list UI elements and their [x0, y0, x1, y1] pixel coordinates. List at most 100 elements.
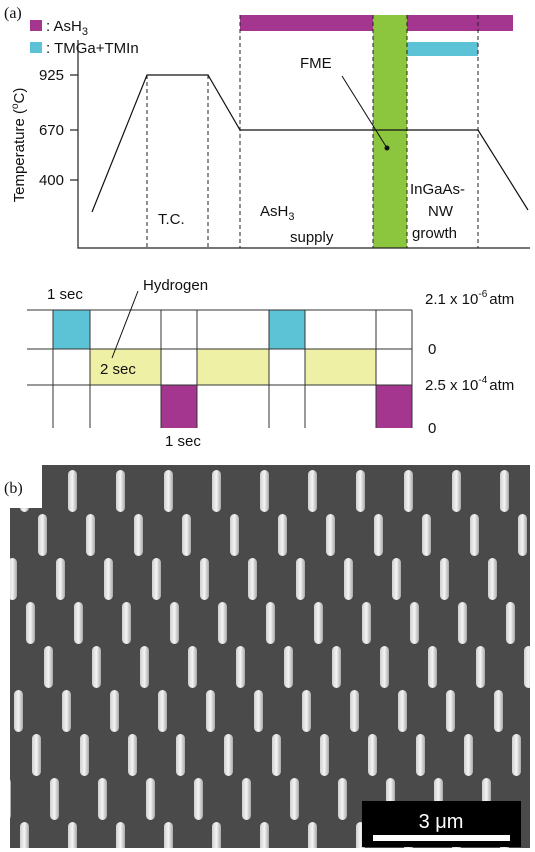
nanowire	[140, 646, 149, 688]
nanowire	[296, 558, 305, 600]
region-label: growth	[412, 225, 457, 242]
nanowire	[254, 690, 263, 732]
nanowire	[410, 602, 419, 644]
nanowire	[116, 822, 125, 852]
nanowire	[470, 514, 479, 556]
nanowire	[116, 470, 125, 512]
nanowire	[314, 602, 323, 644]
nanowire	[440, 558, 449, 600]
nanowire	[0, 646, 5, 688]
nanowire	[74, 602, 83, 644]
nanowire	[338, 778, 347, 820]
fme-bar	[373, 15, 407, 248]
nanowire	[80, 734, 89, 776]
nanowire	[50, 778, 59, 820]
fme-label: FME	[300, 55, 332, 72]
region-label: NW	[428, 203, 454, 220]
nanowire	[38, 514, 47, 556]
y-tick-label: 400	[39, 172, 64, 189]
region-label: supply	[290, 229, 334, 246]
scale-bar	[373, 835, 510, 841]
nanowire	[524, 646, 533, 688]
region-label: T.C.	[158, 211, 185, 228]
nanowire	[98, 778, 107, 820]
nanowire	[194, 778, 203, 820]
nanowire	[248, 558, 257, 600]
nanowire	[308, 822, 317, 852]
y-axis-label: Temperature (oC)	[10, 88, 28, 203]
nanowire	[260, 470, 269, 512]
nanowire	[56, 558, 65, 600]
nanowire	[344, 558, 353, 600]
region-label: InGaAs-	[410, 181, 465, 198]
nanowire	[128, 734, 137, 776]
tmga-pulse	[53, 310, 90, 349]
nanowire	[272, 734, 281, 776]
nanowire	[32, 734, 41, 776]
nanowire	[452, 470, 461, 512]
nanowire	[260, 822, 269, 852]
nanowire	[8, 558, 17, 600]
nanowire	[164, 470, 173, 512]
nanowire	[122, 602, 131, 644]
duration-label: 1 sec	[47, 286, 83, 303]
nanowire	[266, 602, 275, 644]
nanowire	[368, 734, 377, 776]
nanowire	[134, 514, 143, 556]
legend-text: : AsH3	[46, 18, 88, 38]
nanowire	[326, 514, 335, 556]
level-label: 0	[428, 420, 436, 437]
nanowire	[530, 778, 535, 820]
nanowire	[356, 470, 365, 512]
nanowire	[2, 778, 11, 820]
y-tick-label: 670	[39, 122, 64, 139]
legend-swatch	[30, 42, 42, 53]
nanowire	[206, 690, 215, 732]
tmga-bar	[407, 42, 478, 56]
nanowire	[350, 690, 359, 732]
y-tick-label: 925	[39, 67, 64, 84]
nanowire	[170, 602, 179, 644]
panel-label: (a)	[4, 5, 22, 22]
nanowire	[518, 514, 527, 556]
nanowire	[62, 690, 71, 732]
nanowire	[44, 646, 53, 688]
nanowire	[26, 602, 35, 644]
nanowire	[500, 470, 509, 512]
nanowire	[422, 514, 431, 556]
duration-label: 1 sec	[165, 433, 201, 450]
nanowire	[308, 470, 317, 512]
region-label: AsH3	[260, 203, 294, 223]
nanowire	[494, 690, 503, 732]
legend-text: : TMGa+TMIn	[46, 40, 139, 57]
nanowire	[320, 734, 329, 776]
nanowire	[20, 822, 29, 852]
nanowire	[290, 778, 299, 820]
hydrogen-pulse	[305, 349, 376, 385]
nanowire	[278, 514, 287, 556]
tmga-pulse	[269, 310, 305, 349]
nanowire	[200, 558, 209, 600]
nanowire	[224, 734, 233, 776]
nanowire	[380, 646, 389, 688]
nanowire	[68, 470, 77, 512]
figure: (a) : AsH3 : TMGa+TMIn 925 670 400 Tempe…	[0, 0, 535, 852]
nanowire	[506, 602, 515, 644]
nanowire	[14, 690, 23, 732]
level-label: 0	[428, 341, 436, 358]
nanowire	[236, 646, 245, 688]
nanowire	[212, 470, 221, 512]
nanowire	[512, 734, 521, 776]
nanowire	[110, 690, 119, 732]
nanowire	[68, 822, 77, 852]
legend-swatch	[30, 20, 42, 31]
nanowire	[86, 514, 95, 556]
nanowire	[398, 690, 407, 732]
nanowire	[188, 646, 197, 688]
duration-label: 2 sec	[100, 361, 136, 378]
nanowire	[230, 514, 239, 556]
nanowire	[284, 646, 293, 688]
hydrogen-pointer	[112, 291, 138, 358]
nanowire	[152, 558, 161, 600]
